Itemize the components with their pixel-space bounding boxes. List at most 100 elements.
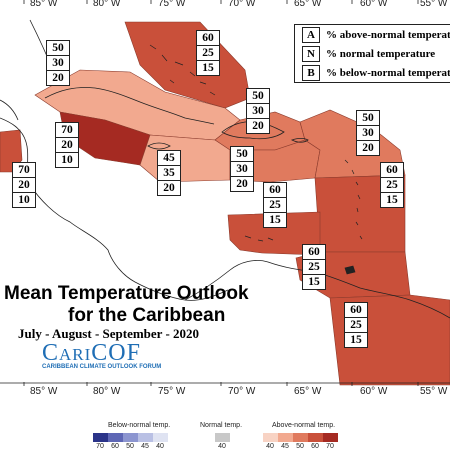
key-row-below: B % below-normal temperature [295,63,450,82]
prob-normal: 20 [13,178,35,193]
lon-label-top: 55° W [420,0,448,9]
prob-box-bahamas: 60 25 15 [196,30,220,76]
scale-caption-above: Above-normal temp. [272,422,336,429]
prob-normal: 30 [47,56,69,71]
scale-value: 40 [218,443,226,450]
key-row-normal: N % normal temperature [295,44,450,63]
swatch-normal [215,433,230,442]
logo-name: CariCOF [42,340,141,366]
prob-above: 50 [357,111,379,126]
zone-central-sea [139,134,231,183]
prob-box-abc: 60 25 15 [263,182,287,228]
scale-caption-below: Below-normal temp. [108,422,171,429]
swatch-above-45 [278,433,293,442]
key-letter: A [302,26,320,43]
scale-value: 60 [311,443,319,450]
lon-label-top: 85° W [30,0,58,9]
prob-box-guianas: 60 25 15 [344,302,368,348]
prob-normal: 30 [357,126,379,141]
prob-above: 60 [303,245,325,260]
prob-normal: 20 [56,138,78,153]
scale-value: 70 [326,443,334,450]
coastline-abc [244,235,274,242]
prob-box-central-sea: 45 35 20 [157,150,181,196]
lon-label-bottom: 60° W [360,386,388,397]
swatch-below-70 [93,433,108,442]
prob-below: 15 [386,194,398,206]
prob-above: 50 [47,41,69,56]
key-text: % above-normal temperature [326,28,450,41]
lon-label-bottom: 85° W [30,386,58,397]
scale-value: 40 [156,443,164,450]
swatch-above-40 [263,433,278,442]
prob-normal: 25 [381,178,403,193]
coastline-puerto-rico [290,138,309,143]
key-letter: N [302,45,320,62]
coastline-cuba [44,87,215,125]
prob-below: 10 [61,154,73,166]
lon-label-top: 80° W [93,0,121,9]
prob-normal: 25 [197,46,219,61]
prob-normal: 30 [247,104,269,119]
logo-tagline: CARIBBEAN CLIMATE OUTLOOK FORUM [42,364,162,370]
prob-below: 15 [350,334,362,346]
scale-value: 50 [126,443,134,450]
prob-normal: 25 [264,198,286,213]
prob-above: 50 [231,147,253,162]
prob-normal: 25 [303,260,325,275]
probability-key: A % above-normal temperature N % normal … [294,24,450,83]
swatch-above-60 [308,433,323,442]
prob-above: 60 [264,183,286,198]
coastline-trinidad [344,265,356,275]
prob-below: 20 [252,120,264,132]
prob-below: 10 [18,194,30,206]
key-letter: B [302,64,320,81]
scale-value: 50 [296,443,304,450]
prob-above: 70 [56,123,78,138]
scale-value: 40 [266,443,274,450]
lon-label-bottom: 65° W [294,386,322,397]
prob-above: 60 [381,163,403,178]
swatch-above-70 [323,433,338,442]
prob-box-hispaniola: 50 30 20 [246,88,270,134]
prob-above: 50 [247,89,269,104]
prob-normal: 35 [158,166,180,181]
zone-abc [227,211,321,256]
caricof-logo: CariCOF CARIBBEAN CLIMATE OUTLOOK FORUM [42,340,161,370]
coastline-lesser-antilles [344,159,363,240]
prob-below: 15 [202,62,214,74]
prob-box-jamaica-caymans: 70 20 10 [55,122,79,168]
scale-value: 70 [96,443,104,450]
lon-label-bottom: 55° W [420,386,448,397]
lon-label-bottom: 70° W [228,386,256,397]
prob-box-leeward: 50 30 20 [356,110,380,156]
scale-value: 60 [111,443,119,450]
coastline-yucatan [0,99,19,121]
lon-label-top: 60° W [360,0,388,9]
swatch-below-40 [153,433,168,442]
key-row-above: A % above-normal temperature [295,25,450,44]
prob-below: 15 [269,214,281,226]
lon-label-top: 65° W [294,0,322,9]
coastline-jamaica [147,142,171,150]
lon-label-top: 75° W [158,0,186,9]
scale-value: 45 [141,443,149,450]
lon-label-top: 70° W [228,0,256,9]
scale-caption-normal: Normal temp. [200,422,243,429]
prob-above: 70 [13,163,35,178]
key-text: % below-normal temperature [326,66,450,79]
map-title: Mean Temperature Outlook [4,283,249,304]
prob-below: 20 [362,142,374,154]
color-scale: Below-normal temp. Normal temp. Above-no… [0,396,450,450]
prob-below: 20 [163,182,175,194]
prob-above: 60 [345,303,367,318]
prob-normal: 30 [231,162,253,177]
key-text: % normal temperature [326,47,436,60]
prob-below: 20 [52,72,64,84]
swatch-below-60 [108,433,123,442]
prob-box-trinidad: 60 25 15 [302,244,326,290]
prob-above: 60 [197,31,219,46]
prob-below: 15 [308,276,320,288]
prob-box-cuba: 50 30 20 [46,40,70,86]
